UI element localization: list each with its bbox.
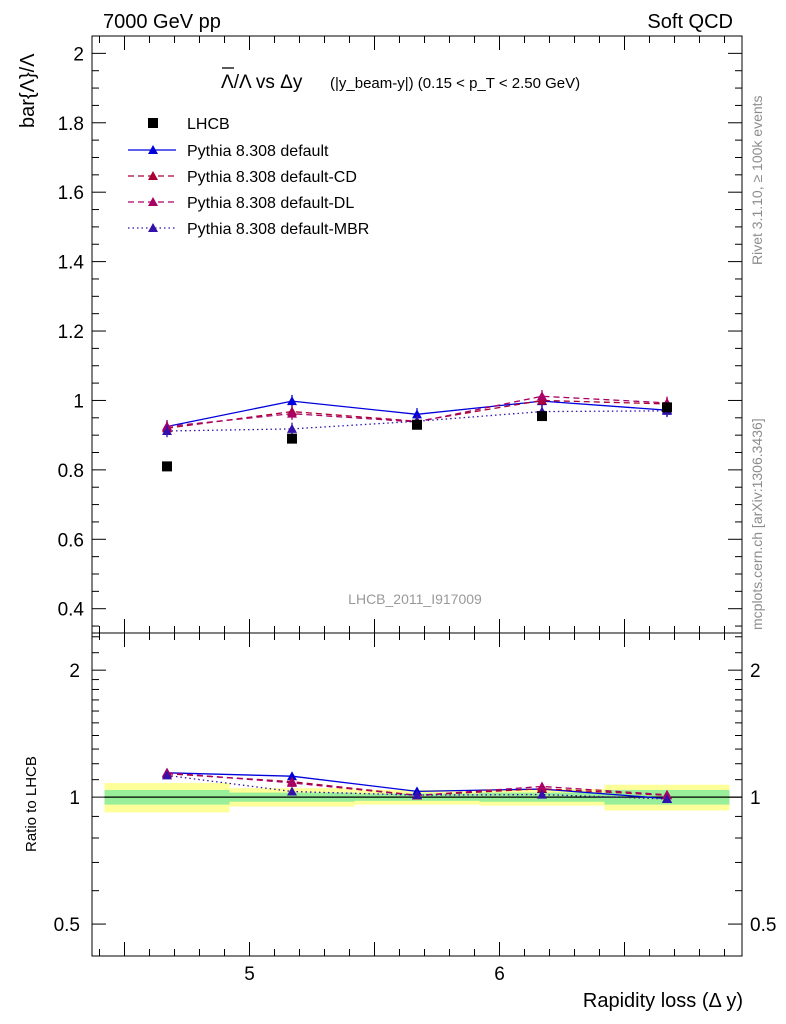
ratio-y-tick-label-right: 2 — [750, 661, 761, 682]
main-y-tick-label: 2 — [73, 44, 84, 65]
ratio-series-point — [287, 786, 297, 796]
main-series — [162, 390, 672, 438]
legend-label: Pythia 8.308 default-CD — [187, 169, 357, 186]
legend-label: Pythia 8.308 default-MBR — [187, 221, 369, 238]
data-point-lhcb — [662, 402, 672, 413]
main-y-tick-label: 1.6 — [58, 183, 84, 204]
analysis-watermark: LHCB_2011_I917009 — [348, 591, 482, 607]
ratio-ticks: 0.5 0.5 1 1 2 2 — [54, 636, 776, 936]
main-panel: 0.4 0.6 0.8 1 1.2 1.4 1.6 1.8 2 — [58, 35, 743, 634]
ratio-series-point — [162, 770, 172, 780]
data-point-lhcb — [162, 461, 172, 472]
main-y-tick-label: 1.8 — [58, 114, 84, 135]
legend-label: Pythia 8.308 default-DL — [187, 195, 354, 212]
main-y-tick-label: 0.8 — [58, 461, 84, 482]
data-point-lhcb — [412, 419, 422, 430]
title-detail: (|y_beam-y|) (0.15 < p_T < 2.50 GeV) — [330, 75, 580, 92]
main-series-point — [162, 425, 172, 435]
ratio-panel: 0.5 0.5 1 1 2 2 — [54, 632, 776, 957]
x-tick-label: 5 — [244, 964, 255, 985]
main-series-point — [287, 396, 297, 406]
data-point-lhcb — [537, 411, 547, 422]
main-y-axis-label: bar{Λ}/Λ — [17, 53, 39, 128]
x-tick-label: 6 — [494, 964, 505, 985]
side-label-lower: mcplots.cern.ch [arXiv:1306.3436] — [749, 418, 765, 630]
ratio-y-tick-label-right: 1 — [750, 788, 761, 809]
title-main: Λ/Λ vs Δy — [221, 72, 303, 93]
side-label-upper: Rivet 3.1.10, ≥ 100k events — [749, 95, 765, 265]
main-y-tick-label: 0.4 — [58, 600, 85, 621]
legend-label-lhcb: LHCB — [187, 116, 230, 133]
legend-marker-lhcb — [148, 118, 158, 128]
header-left: 7000 GeV pp — [103, 11, 221, 33]
main-series-point — [537, 391, 547, 401]
ratio-series-point — [412, 790, 422, 800]
ratio-series-point — [287, 777, 297, 787]
ratio-series-point — [287, 771, 297, 781]
ratio-series-point — [537, 781, 547, 791]
main-y-tick-label: 0.6 — [58, 530, 84, 551]
legend-marker — [148, 197, 158, 206]
ratio-series-point — [662, 793, 672, 803]
ratio-series — [162, 767, 672, 803]
legend-marker — [148, 223, 158, 232]
legend-label: Pythia 8.308 default — [187, 143, 329, 160]
plot-title: Λ/Λ vs Δy (|y_beam-y|) (0.15 < p_T < 2.5… — [221, 67, 580, 93]
main-series-point — [287, 423, 297, 433]
ratio-series-point — [537, 789, 547, 799]
main-ticks: 0.4 0.6 0.8 1 1.2 1.4 1.6 1.8 2 — [58, 35, 742, 627]
ratio-y-axis-label: Ratio to LHCB — [23, 756, 40, 852]
ratio-bands — [104, 783, 742, 813]
main-data-points — [162, 402, 672, 472]
legend-marker — [148, 145, 158, 154]
header-right: Soft QCD — [647, 11, 733, 33]
ratio-y-tick-label-right: 0.5 — [750, 915, 776, 936]
ratio-y-tick-label: 0.5 — [54, 915, 80, 936]
main-y-tick-label: 1.2 — [58, 322, 84, 343]
ratio-y-tick-label: 1 — [69, 788, 80, 809]
main-y-tick-label: 1 — [73, 391, 84, 412]
legend-entries: Pythia 8.308 default Pythia 8.308 default… — [128, 143, 369, 238]
data-point-lhcb — [287, 433, 297, 444]
ratio-frame — [91, 632, 743, 957]
legend-marker — [148, 171, 158, 180]
main-series-point — [287, 408, 297, 418]
main-series-point — [412, 409, 422, 419]
ratio-y-tick-label: 2 — [69, 661, 80, 682]
main-y-tick-label: 1.4 — [58, 253, 85, 274]
x-axis-label: Rapidity loss (Δ y) — [583, 990, 743, 1012]
